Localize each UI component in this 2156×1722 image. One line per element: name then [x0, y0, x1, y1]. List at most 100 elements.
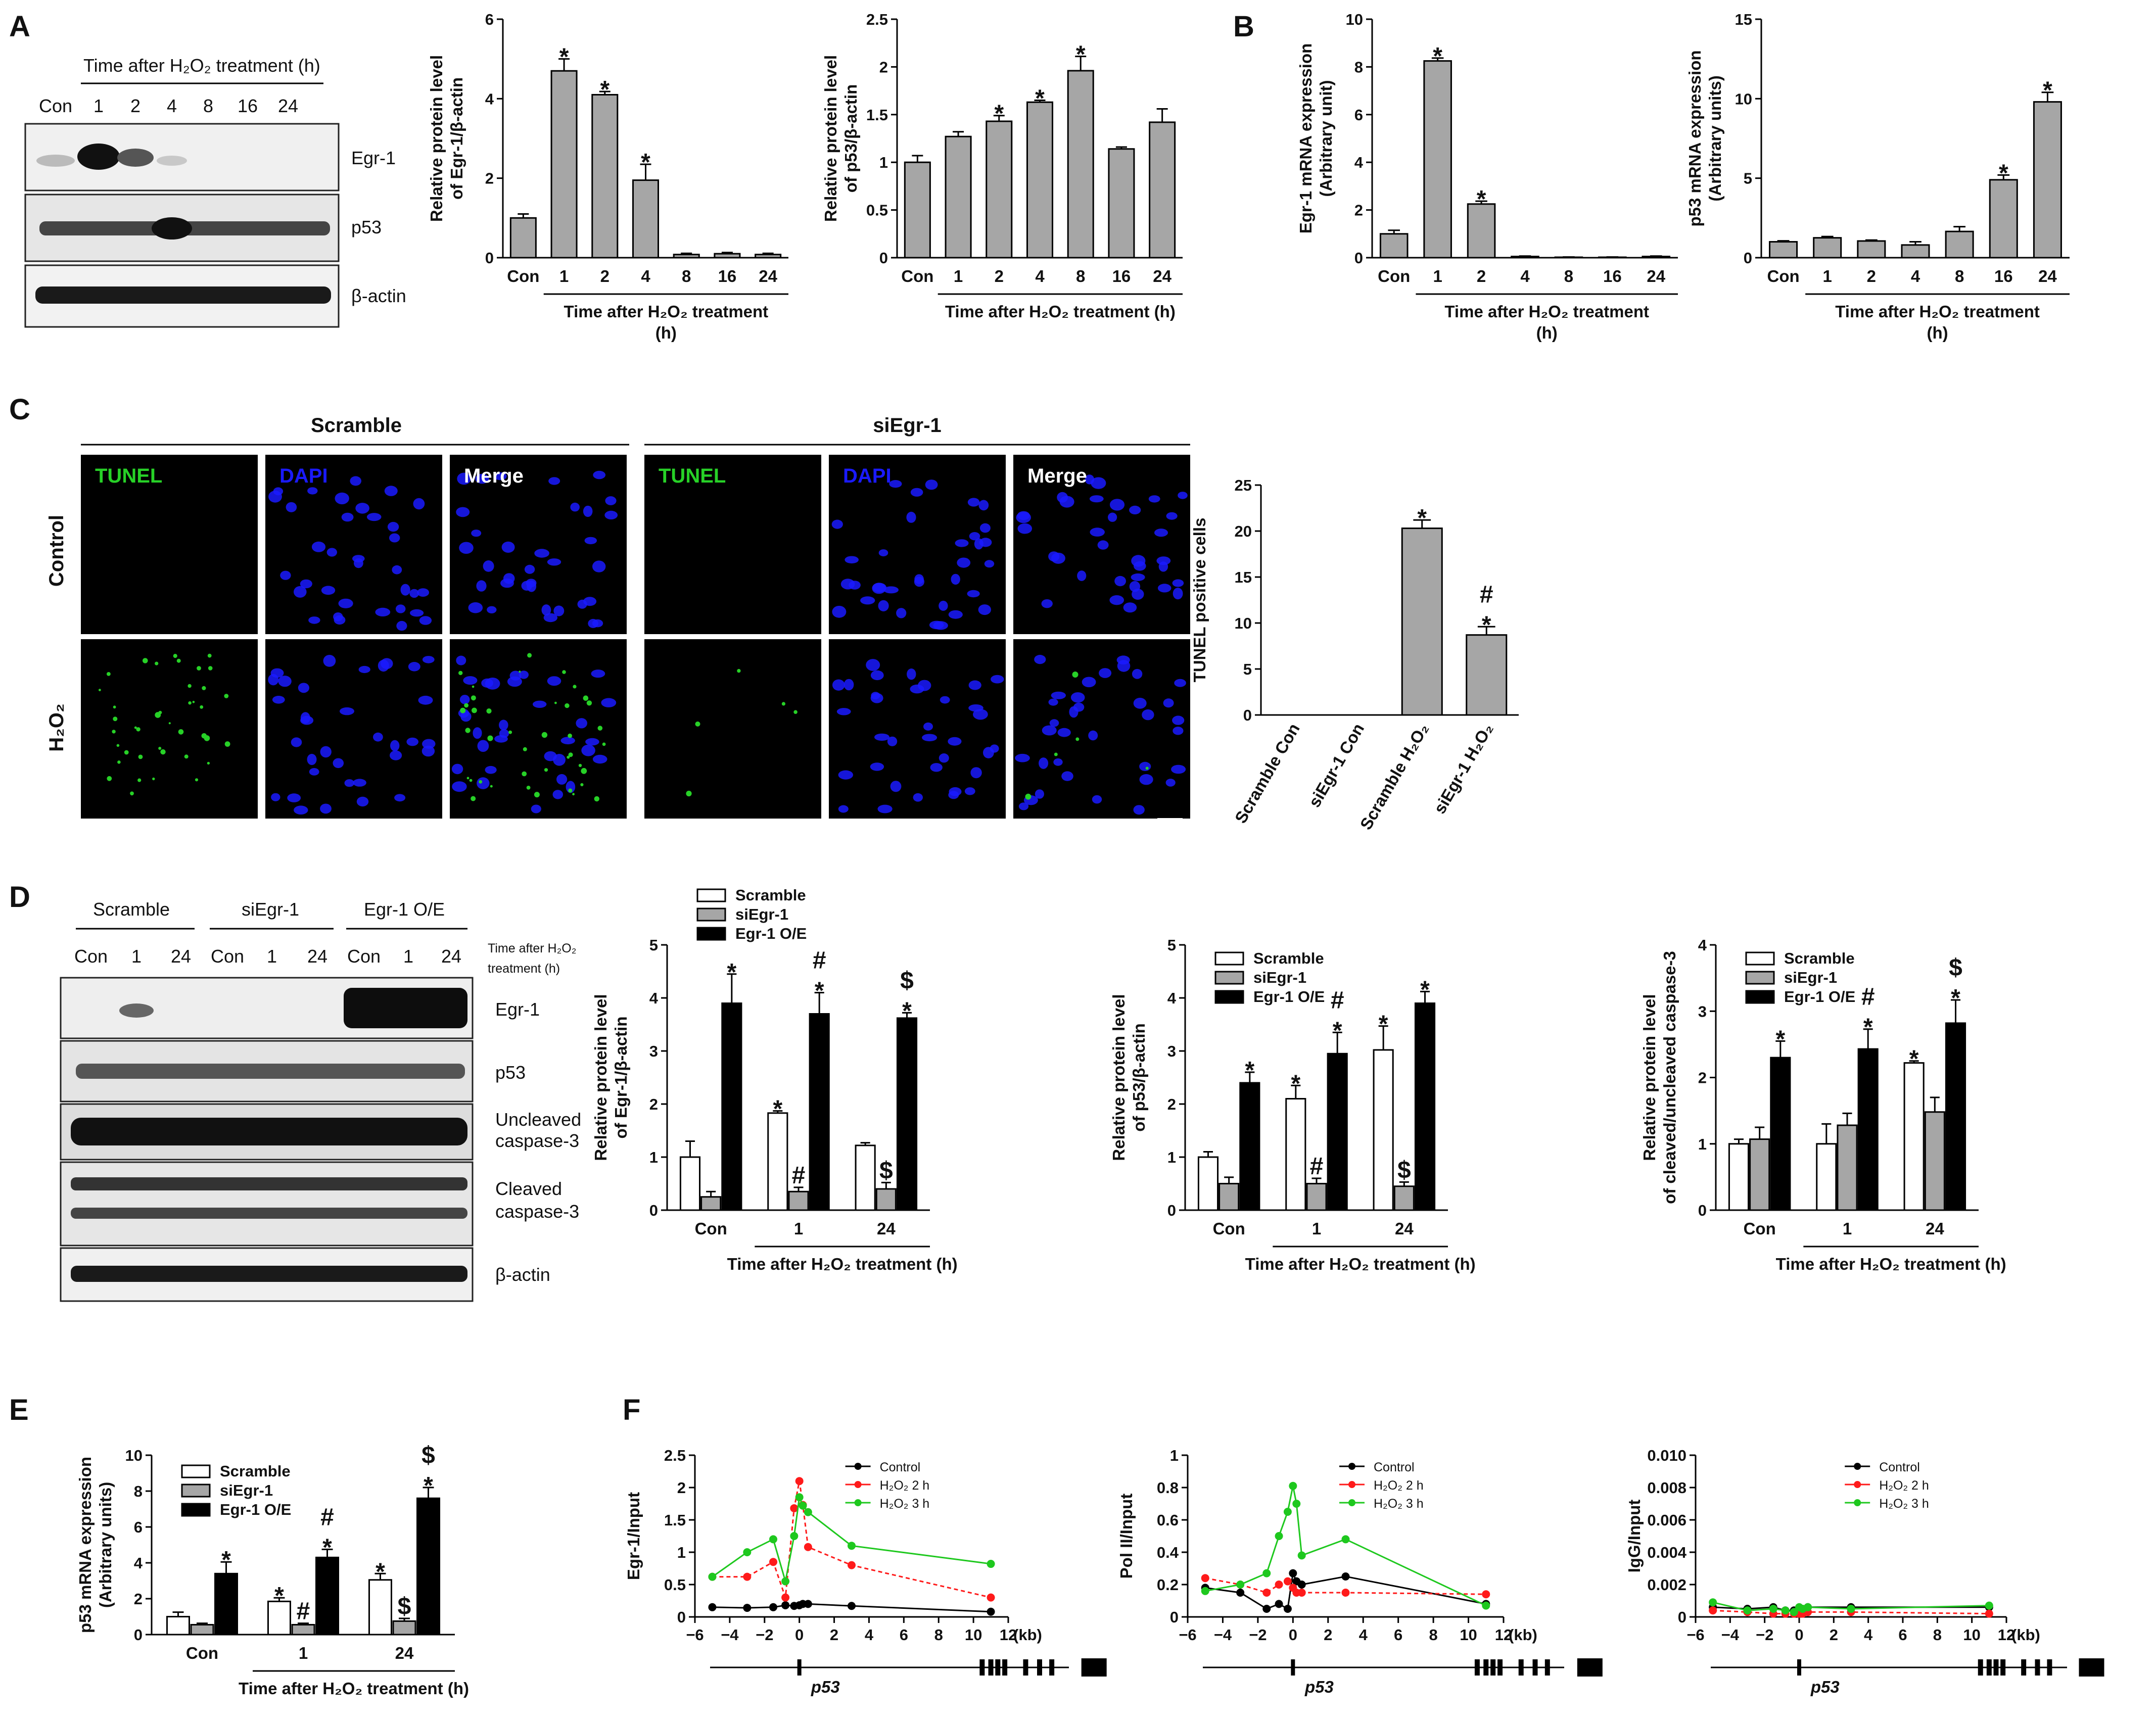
significance-mark: *	[1245, 1057, 1255, 1084]
significance-mark: $	[900, 967, 914, 994]
x-axis-label: Time after H₂O₂ treatment	[1444, 302, 1649, 321]
y-axis-label: Relative protein level	[427, 55, 446, 222]
legend-marker	[1854, 1481, 1861, 1488]
tunel-dot	[202, 686, 206, 690]
nucleus-dot	[519, 671, 529, 679]
data-point	[848, 1561, 856, 1569]
y-tick-label: 0.8	[1157, 1479, 1179, 1497]
micro-tile-bg	[644, 455, 821, 634]
x-category-label: 1	[299, 1644, 308, 1662]
chart-f2: 0 0.2 0.4 0.6 0.8 1 Pol II/Input −6 −4 −2 0 2 4 6 8 10 1…	[1117, 1447, 1603, 1696]
bar	[550, 70, 578, 259]
data-point	[1341, 1589, 1350, 1597]
nucleus-dot	[890, 781, 902, 792]
tunel-dot	[224, 694, 229, 698]
nucleus-dot	[1099, 668, 1112, 678]
bar	[591, 93, 619, 259]
y-tick-label: 1	[1698, 1135, 1707, 1153]
y-tick-label: 0	[677, 1608, 686, 1626]
micro-row-control: Control	[45, 515, 68, 587]
nucleus-dot	[320, 803, 332, 814]
significance-mark: *	[1477, 186, 1486, 213]
micro-channel-label: TUNEL	[95, 465, 162, 487]
blot-d-lane-6: 24	[307, 946, 327, 967]
bar	[1813, 237, 1842, 259]
y-tick-label: 0.5	[664, 1576, 686, 1594]
micro-tile	[81, 639, 258, 819]
nucleus-dot	[410, 609, 424, 617]
legend-entry: H₂O₂ 3 h	[1879, 1497, 1929, 1511]
nucleus-dot	[1139, 761, 1151, 771]
x-category-label: 1	[1433, 267, 1442, 285]
y-tick-label: 0	[1678, 1608, 1686, 1626]
nucleus-dot	[1171, 764, 1186, 774]
nucleus-dot	[978, 604, 992, 615]
micro-row-h2o2: H₂O₂	[45, 703, 68, 752]
tunel-dot	[554, 701, 557, 704]
data-point	[1847, 1605, 1855, 1613]
y-tick-label: 0	[134, 1626, 143, 1644]
bar	[679, 1156, 701, 1211]
bar	[1837, 1124, 1858, 1211]
tunel-dot	[192, 701, 195, 703]
nucleus-dot	[1157, 584, 1171, 593]
nucleus-dot	[1039, 757, 1049, 769]
significance-mark: #	[1480, 581, 1493, 608]
bar	[896, 1017, 918, 1211]
gene-exon	[1002, 1659, 1008, 1676]
data-point	[804, 1543, 812, 1551]
nucleus-dot	[1156, 556, 1171, 565]
tunel-dot	[158, 710, 162, 714]
y-tick-label: 4	[1354, 154, 1364, 171]
y-tick-label: 2	[649, 1095, 658, 1113]
bar	[1414, 1002, 1436, 1211]
legend-swatch	[181, 1503, 211, 1517]
legend-swatch	[1745, 971, 1775, 985]
blot-d-lane-3: 24	[171, 946, 191, 967]
nucleus-dot	[390, 750, 402, 760]
legend-entry: H₂O₂ 2 h	[1879, 1478, 1929, 1493]
nucleus-dot	[499, 720, 508, 731]
blot-a-band-actin: β-actin	[351, 285, 406, 306]
significance-mark: *	[600, 76, 610, 103]
nucleus-dot	[340, 707, 354, 715]
x-category-label: 4	[1520, 267, 1530, 285]
y-axis-label: (Arbitrary units)	[96, 1482, 115, 1608]
significance-mark: $	[1397, 1157, 1411, 1183]
tunel-dot	[541, 732, 548, 738]
x-tick-label: 10	[1460, 1626, 1477, 1644]
nucleus-dot	[452, 781, 467, 792]
nucleus-dot	[979, 538, 992, 547]
nucleus-dot	[1123, 602, 1137, 613]
tunel-dot	[116, 744, 120, 747]
nucleus-dot	[870, 693, 883, 703]
micro-tile	[829, 639, 1006, 819]
tunel-dot	[562, 670, 566, 674]
tunel-dot	[469, 779, 473, 782]
nucleus-dot	[1018, 802, 1029, 810]
nucleus-dot	[556, 774, 568, 785]
tunel-dot	[197, 666, 201, 671]
x-tick-label: 4	[1359, 1626, 1368, 1644]
nucleus-dot	[413, 498, 425, 510]
y-tick-label: 2	[879, 58, 888, 76]
tunel-dot	[573, 685, 577, 689]
bar	[1816, 1143, 1837, 1211]
bar	[673, 254, 700, 259]
tunel-dot	[117, 760, 121, 764]
nucleus-dot	[933, 621, 948, 630]
nucleus-dot	[309, 768, 319, 776]
tunel-dot	[583, 695, 589, 701]
bar	[1945, 230, 1974, 259]
blot-a-header: Time after H₂O₂ treatment (h)	[83, 55, 320, 76]
data-point	[1289, 1569, 1297, 1577]
y-axis-label: of p53/β-actin	[1130, 1023, 1148, 1132]
tunel-dot	[572, 793, 575, 796]
nucleus-dot	[1142, 709, 1154, 721]
nucleus-dot	[1154, 529, 1168, 537]
nucleus-dot	[308, 616, 320, 624]
bar	[986, 120, 1013, 259]
nucleus-dot	[396, 620, 407, 631]
nucleus-dot	[524, 564, 535, 574]
chart-d1: 0 1 2 3 4 5 Relative protein level of Egr-1/β-a…	[591, 886, 958, 1273]
